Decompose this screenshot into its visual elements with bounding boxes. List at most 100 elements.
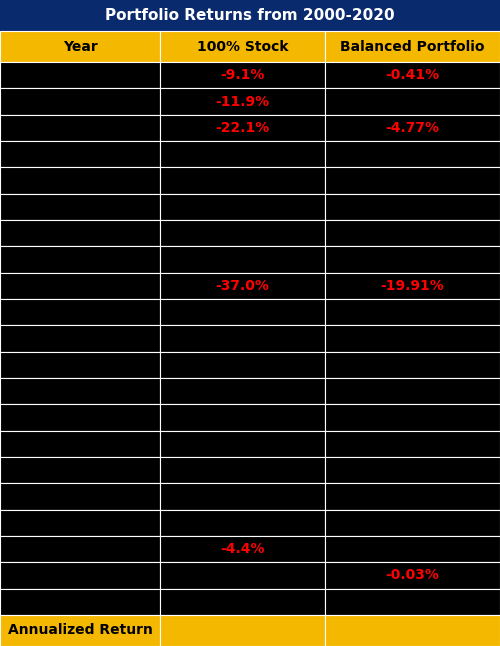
Bar xyxy=(160,536,325,562)
Text: -0.03%: -0.03% xyxy=(386,568,440,583)
Text: Year: Year xyxy=(62,39,98,54)
Text: Balanced Portfolio: Balanced Portfolio xyxy=(340,39,485,54)
Bar xyxy=(160,141,325,167)
Bar xyxy=(160,89,325,115)
Bar xyxy=(160,431,325,457)
Bar xyxy=(325,510,500,536)
Bar xyxy=(0,299,160,326)
Text: -11.9%: -11.9% xyxy=(216,94,270,109)
Text: 2020: 2020 xyxy=(62,595,98,609)
Text: 2005: 2005 xyxy=(62,200,98,214)
Text: -0.41%: -0.41% xyxy=(386,68,440,82)
Bar xyxy=(0,0,500,31)
Bar xyxy=(0,431,160,457)
Text: 2017: 2017 xyxy=(62,516,98,530)
Text: Portfolio Returns from 2000-2020: Portfolio Returns from 2000-2020 xyxy=(105,8,395,23)
Bar xyxy=(0,536,160,562)
Text: 2000: 2000 xyxy=(62,68,98,82)
Bar xyxy=(0,115,160,141)
Text: 2008: 2008 xyxy=(62,279,98,293)
Bar xyxy=(325,299,500,326)
Bar xyxy=(160,615,325,646)
Bar xyxy=(325,431,500,457)
Text: 2009: 2009 xyxy=(62,305,98,319)
Bar xyxy=(160,326,325,351)
Text: 2013: 2013 xyxy=(62,410,98,424)
Text: 2018: 2018 xyxy=(62,542,98,556)
Bar xyxy=(0,31,160,62)
Bar xyxy=(160,299,325,326)
Bar xyxy=(325,246,500,273)
Text: 100% Stock: 100% Stock xyxy=(197,39,288,54)
Text: 2006: 2006 xyxy=(62,226,98,240)
Bar xyxy=(325,589,500,615)
Bar xyxy=(325,326,500,351)
Bar xyxy=(325,273,500,299)
Bar xyxy=(0,62,160,89)
Bar xyxy=(325,220,500,246)
Bar xyxy=(160,167,325,194)
Bar xyxy=(160,589,325,615)
Bar xyxy=(160,273,325,299)
Bar xyxy=(325,562,500,589)
Bar xyxy=(325,115,500,141)
Bar xyxy=(160,351,325,378)
Bar xyxy=(0,378,160,404)
Bar xyxy=(0,141,160,167)
Bar xyxy=(160,194,325,220)
Bar xyxy=(0,589,160,615)
Text: 2004: 2004 xyxy=(62,174,98,187)
Text: -4.4%: -4.4% xyxy=(220,542,265,556)
Bar xyxy=(325,404,500,431)
Bar xyxy=(325,615,500,646)
Bar xyxy=(160,510,325,536)
Bar xyxy=(160,457,325,483)
Bar xyxy=(160,246,325,273)
Bar xyxy=(160,562,325,589)
Text: 2011: 2011 xyxy=(62,358,98,372)
Text: 2016: 2016 xyxy=(62,490,98,503)
Bar xyxy=(160,483,325,510)
Text: -37.0%: -37.0% xyxy=(216,279,270,293)
Bar xyxy=(0,89,160,115)
Bar xyxy=(160,31,325,62)
Text: 2019: 2019 xyxy=(62,568,98,583)
Bar xyxy=(160,62,325,89)
Text: 2007: 2007 xyxy=(62,253,98,267)
Bar xyxy=(325,536,500,562)
Bar xyxy=(0,220,160,246)
Text: -19.91%: -19.91% xyxy=(380,279,444,293)
Bar xyxy=(0,246,160,273)
Bar xyxy=(0,326,160,351)
Text: -22.1%: -22.1% xyxy=(216,121,270,135)
Bar xyxy=(325,89,500,115)
Bar xyxy=(160,220,325,246)
Bar xyxy=(325,457,500,483)
Bar xyxy=(0,510,160,536)
Bar xyxy=(0,615,160,646)
Bar xyxy=(325,31,500,62)
Text: 2012: 2012 xyxy=(62,384,98,398)
Text: Annualized Return: Annualized Return xyxy=(8,623,152,638)
Text: 2014: 2014 xyxy=(62,437,98,451)
Bar xyxy=(325,141,500,167)
Bar xyxy=(0,194,160,220)
Text: 2002: 2002 xyxy=(62,121,98,135)
Text: -9.1%: -9.1% xyxy=(220,68,264,82)
Bar xyxy=(160,404,325,431)
Bar xyxy=(0,351,160,378)
Text: 2015: 2015 xyxy=(62,463,98,477)
Bar xyxy=(325,351,500,378)
Text: -4.77%: -4.77% xyxy=(386,121,440,135)
Text: 2010: 2010 xyxy=(62,331,98,346)
Bar xyxy=(0,167,160,194)
Bar xyxy=(0,483,160,510)
Bar xyxy=(325,62,500,89)
Bar xyxy=(325,194,500,220)
Bar xyxy=(160,378,325,404)
Bar xyxy=(325,483,500,510)
Text: 2003: 2003 xyxy=(62,147,98,162)
Bar xyxy=(0,562,160,589)
Bar xyxy=(325,167,500,194)
Bar xyxy=(0,404,160,431)
